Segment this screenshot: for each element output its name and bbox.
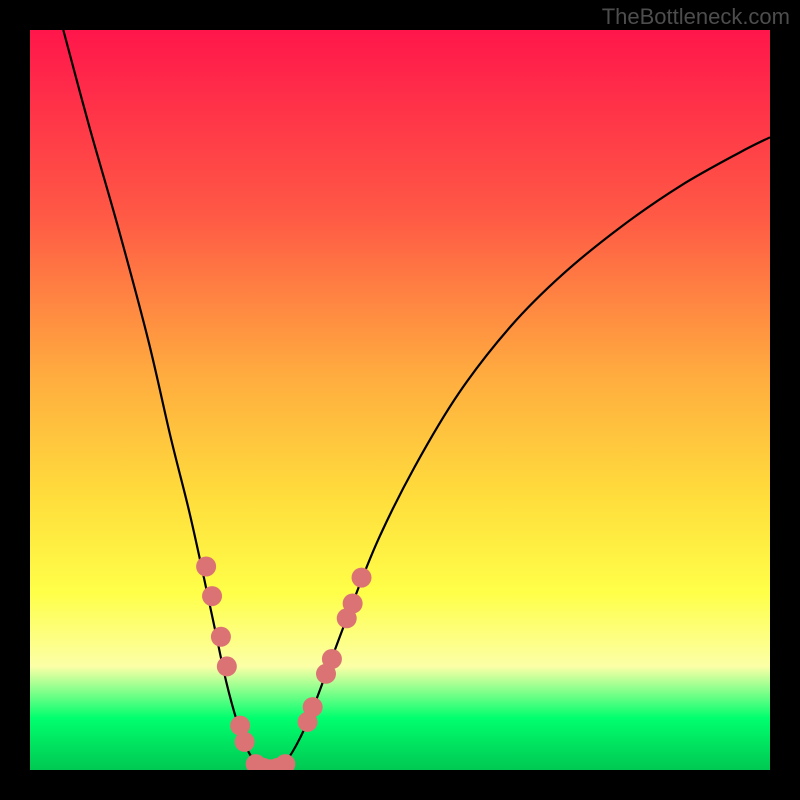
data-marker [211, 627, 231, 647]
chart-plot-area [30, 30, 770, 770]
data-marker [352, 568, 372, 588]
data-marker [322, 649, 342, 669]
data-marker [235, 732, 255, 752]
data-marker [196, 557, 216, 577]
chart-svg [30, 30, 770, 770]
data-marker [343, 594, 363, 614]
data-marker [303, 697, 323, 717]
data-marker [202, 586, 222, 606]
chart-background [30, 30, 770, 770]
data-marker [217, 656, 237, 676]
watermark-text: TheBottleneck.com [602, 4, 790, 30]
